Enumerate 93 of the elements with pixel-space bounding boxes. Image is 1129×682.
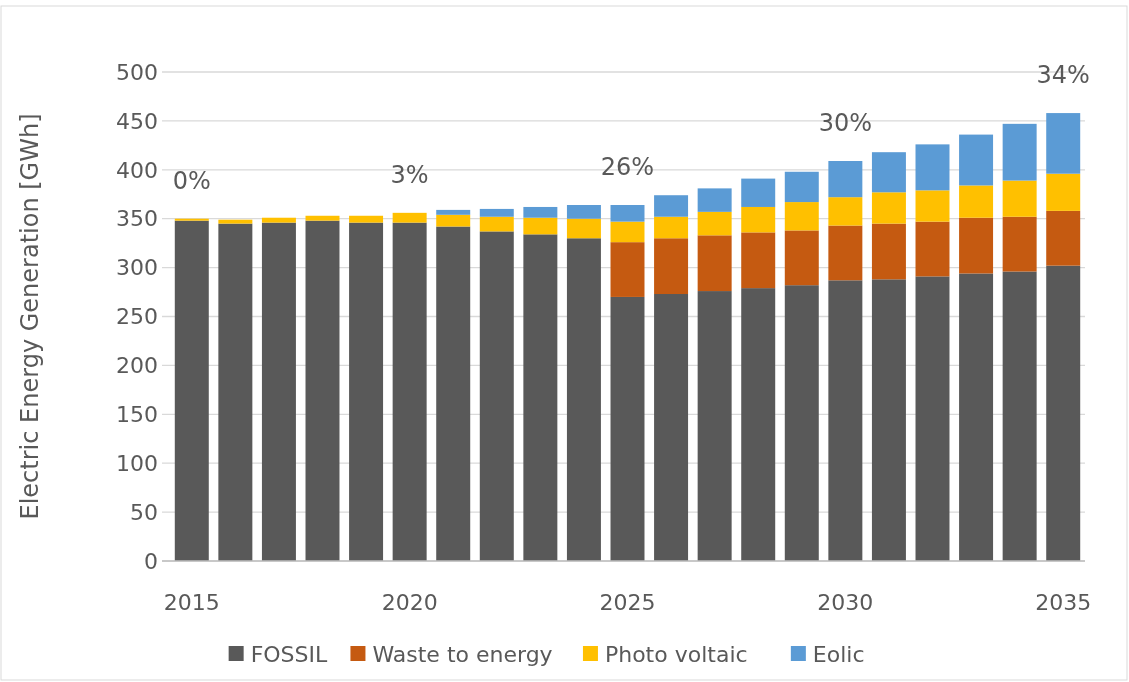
bar [871,223,906,280]
legend-label: Eolic [812,641,865,667]
bar [959,273,994,561]
bar [436,209,471,215]
x-tick-label: 2015 [163,590,220,615]
bar [218,219,253,224]
x-tick-label: 2030 [817,590,874,615]
y-tick-label: 200 [116,353,158,379]
bar [959,217,994,274]
bar [959,185,994,218]
bar [654,216,689,239]
annotation: 26% [600,153,655,182]
bar [305,215,340,221]
bar [697,291,732,561]
bar [1002,216,1037,272]
bar [784,230,819,286]
bar [610,205,645,222]
bar [784,285,819,561]
bar [654,238,689,295]
bar [828,280,863,561]
bar [1046,210,1081,266]
bar [697,188,732,212]
bar [479,231,514,561]
bar [697,211,732,236]
bar [523,206,558,218]
bar [959,134,994,186]
bar [828,225,863,281]
x-tick-label: 2020 [381,590,438,615]
bar [741,232,776,289]
x-tick-label: 2035 [1035,590,1092,615]
y-tick-label: 400 [116,157,158,183]
bar [610,221,645,243]
y-tick-label: 50 [130,499,158,525]
bar [436,226,471,561]
bar [218,223,253,561]
bar [261,217,296,223]
y-tick-label: 300 [116,255,158,281]
bar [610,296,645,561]
y-tick-label: 150 [116,402,158,427]
y-axis-title: Electric Energy Generation [GWh] [16,113,44,520]
y-tick-label: 250 [116,304,158,330]
bar [1046,113,1081,174]
y-tick-label: 450 [116,108,158,134]
bar [784,171,819,203]
bar [784,202,819,231]
annotation: 30% [818,109,873,138]
bar [871,152,906,193]
annotation: 34% [1036,61,1090,90]
legend-label: Photo voltaic [604,641,748,667]
bar [1002,271,1037,561]
y-tick-label: 500 [116,59,158,85]
bar [915,144,950,191]
bar [1046,265,1081,561]
bar [654,294,689,561]
annotation: 0% [172,167,211,196]
bar [436,214,471,227]
bar [1046,173,1081,211]
y-tick-label: 350 [116,206,158,232]
bar [828,161,863,198]
bar [349,222,384,561]
bar [741,288,776,561]
bar [261,222,296,561]
y-tick-label: 100 [116,450,158,476]
bar [479,216,514,232]
bar [523,234,558,561]
x-tick-label: 2025 [599,590,656,615]
bar [392,212,427,223]
legend-label: FOSSIL [250,641,329,667]
bar [523,217,558,235]
annotation: 3% [390,161,429,190]
bar [741,178,776,207]
bar [697,235,732,292]
bar [741,206,776,233]
bar [566,205,601,219]
bar [174,220,209,561]
bar [828,197,863,226]
bar [915,276,950,561]
bar [479,208,514,217]
bar [915,221,950,277]
bar [871,279,906,561]
bar [1002,123,1037,181]
bar [1002,180,1037,217]
bar [610,242,645,297]
legend-label: Waste to energy [372,641,553,667]
bar [566,218,601,239]
bar [305,220,340,561]
bar [871,192,906,224]
bar [349,215,384,223]
bar [566,238,601,561]
y-tick-label: 0 [144,548,158,574]
bar [915,190,950,222]
bar [654,195,689,217]
bar [392,222,427,561]
